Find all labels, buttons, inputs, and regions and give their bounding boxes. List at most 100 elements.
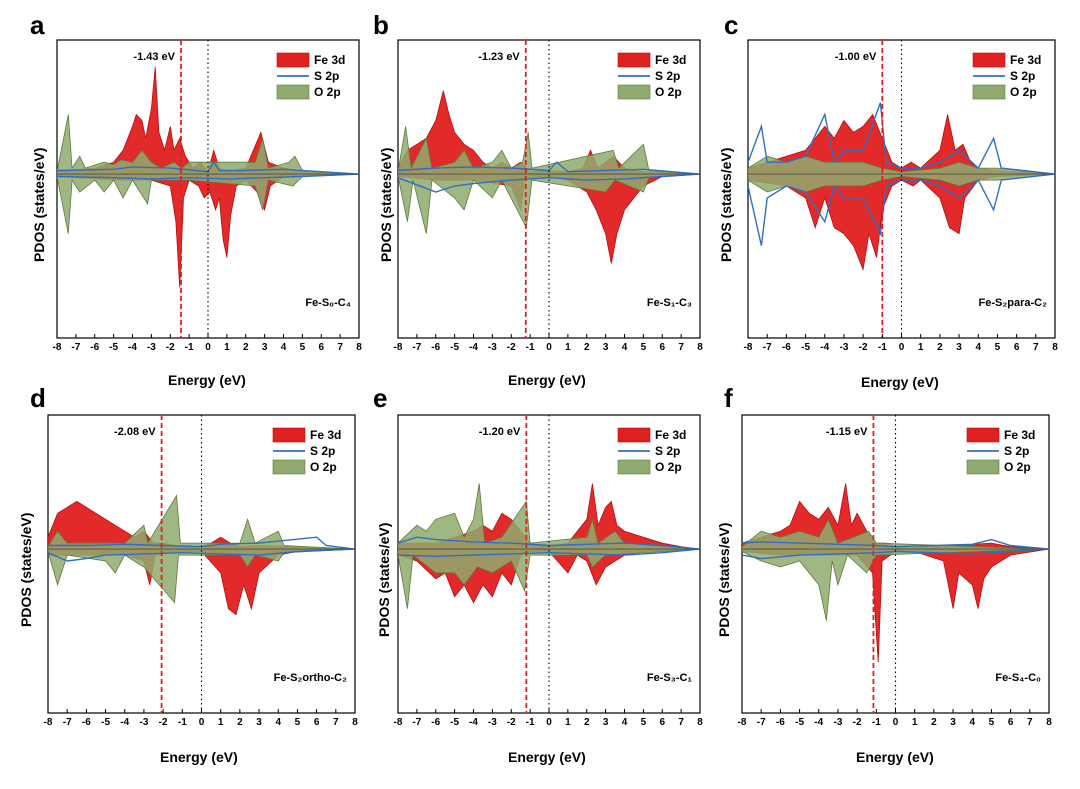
legend-label: S 2p	[655, 444, 680, 458]
legend-label: O 2p	[1004, 460, 1031, 474]
x-tick-label: -7	[757, 717, 766, 728]
x-tick-label: 8	[1052, 342, 1058, 353]
x-tick-label: -2	[853, 717, 862, 728]
x-tick-label: -5	[109, 342, 118, 353]
x-tick-label: 6	[314, 717, 320, 728]
x-tick-label: -6	[431, 717, 440, 728]
x-tick-label: -1	[526, 342, 535, 353]
x-tick-label: 0	[199, 717, 205, 728]
pdos-plot: -1.00 eV -8 -7 -6 -5 -4 -3 -2 -1 0 1 2 3 4 5 6 7 8 Fe 3d S …	[744, 39, 1058, 353]
x-tick-label: 4	[622, 342, 628, 353]
series-o-2p-down	[48, 548, 355, 604]
x-tick-label: -4	[128, 342, 137, 353]
x-tick-label: -6	[82, 717, 91, 728]
x-tick-label: 0	[546, 342, 552, 353]
pdos-panel-f: f PDOS (states/eV) Energy (eV) -1.15 eV -…	[696, 383, 1080, 789]
x-tick-label: 6	[659, 717, 665, 728]
series-o-2p-up	[57, 114, 359, 175]
panel-letter: a	[30, 10, 45, 40]
legend-label: O 2p	[1010, 85, 1037, 99]
legend-label: Fe 3d	[1010, 53, 1041, 67]
series-s-2p-down	[398, 173, 700, 193]
d-band-center-label: -1.00 eV	[835, 51, 877, 63]
structure-label: Fe-S₄-C₀	[995, 672, 1041, 684]
x-tick-label: 6	[1008, 717, 1014, 728]
legend-label: S 2p	[310, 444, 335, 458]
x-tick-label: 5	[295, 717, 301, 728]
legend-label: Fe 3d	[1004, 428, 1035, 442]
x-tick-label: -5	[450, 342, 459, 353]
series-s-2p-down	[48, 548, 355, 562]
x-tick-label: -2	[859, 342, 868, 353]
x-tick-label: -6	[90, 342, 99, 353]
x-tick-label: 8	[352, 717, 358, 728]
x-tick-label: 2	[243, 342, 249, 353]
plot-area	[398, 483, 700, 609]
x-tick-label: -6	[776, 717, 785, 728]
x-tick-label: -7	[763, 342, 772, 353]
plot-area	[48, 494, 355, 616]
series-o-2p-up	[748, 155, 1055, 175]
x-axis-label: Energy (eV)	[160, 749, 238, 765]
x-tick-label: -2	[166, 342, 175, 353]
legend-swatch-o2p	[966, 459, 1000, 475]
x-tick-label: 0	[546, 717, 552, 728]
x-tick-label: -3	[488, 342, 497, 353]
series-o-2p-up	[398, 126, 700, 175]
plot-area	[398, 90, 700, 264]
x-tick-label: -4	[814, 717, 823, 728]
x-tick-label: -2	[507, 342, 516, 353]
plot-area	[748, 102, 1055, 271]
x-tick-label: -6	[431, 342, 440, 353]
series-s-2p-down	[398, 548, 700, 558]
series-s-2p-up	[398, 161, 700, 175]
series-o-2p-down	[398, 548, 700, 609]
x-tick-label: 4	[275, 717, 281, 728]
x-tick-label: -3	[839, 342, 848, 353]
y-axis-label: PDOS (states/eV)	[31, 147, 47, 262]
x-tick-label: 7	[337, 342, 343, 353]
x-tick-label: -4	[469, 342, 478, 353]
x-tick-label: -7	[412, 717, 421, 728]
x-tick-label: 5	[641, 342, 647, 353]
pdos-panel-d: d PDOS (states/eV) Energy (eV) -2.08 eV -…	[0, 383, 370, 789]
x-axis-label: Energy (eV)	[168, 372, 246, 388]
d-band-center-label: -1.20 eV	[479, 426, 521, 438]
series-o-2p-down	[398, 173, 700, 234]
x-tick-label: -3	[833, 717, 842, 728]
x-tick-label: -7	[412, 342, 421, 353]
series-o-2p-up	[398, 483, 700, 550]
x-tick-label: 4	[281, 342, 287, 353]
series-s-2p-up	[48, 536, 355, 550]
legend-label: O 2p	[655, 85, 682, 99]
x-tick-label: -7	[71, 342, 80, 353]
x-tick-label: 7	[1027, 717, 1033, 728]
series-s-2p-up	[748, 102, 1055, 175]
legend-label: O 2p	[314, 85, 341, 99]
structure-label: Fe-S₀-C₄	[305, 297, 351, 309]
x-tick-label: 5	[995, 342, 1001, 353]
x-tick-label: -4	[120, 717, 129, 728]
x-tick-label: 2	[931, 717, 937, 728]
x-tick-label: 6	[318, 342, 324, 353]
x-tick-label: 3	[603, 717, 609, 728]
x-tick-label: -2	[159, 717, 168, 728]
series-fe-3d-down	[57, 173, 359, 288]
pdos-panel-b: b PDOS (states/eV) Energy (eV) -1.23 eV -…	[348, 0, 718, 395]
x-tick-label: 8	[697, 717, 703, 728]
series-o-2p-down	[742, 548, 1049, 621]
pdos-plot: -2.08 eV -8 -7 -6 -5 -4 -3 -2 -1 0 1 2 3 4 5 6 7 8 Fe 3d S …	[44, 414, 358, 728]
structure-label: Fe-S₃-C₁	[647, 672, 693, 684]
legend-label: S 2p	[1010, 69, 1035, 83]
series-o-2p-up	[48, 494, 355, 550]
x-tick-label: 2	[937, 342, 943, 353]
x-tick-label: 8	[356, 342, 362, 353]
x-tick-label: -5	[801, 342, 810, 353]
series-s-2p-up	[398, 536, 700, 550]
x-tick-label: 5	[989, 717, 995, 728]
x-axis-label: Energy (eV)	[508, 372, 586, 388]
x-tick-label: 1	[218, 717, 224, 728]
pdos-plot: -1.20 eV -8 -7 -6 -5 -4 -3 -2 -1 0 1 2 3 4 5 6 7 8 Fe 3d S …	[394, 414, 703, 728]
x-tick-label: -2	[507, 717, 516, 728]
x-tick-label: 5	[300, 342, 306, 353]
